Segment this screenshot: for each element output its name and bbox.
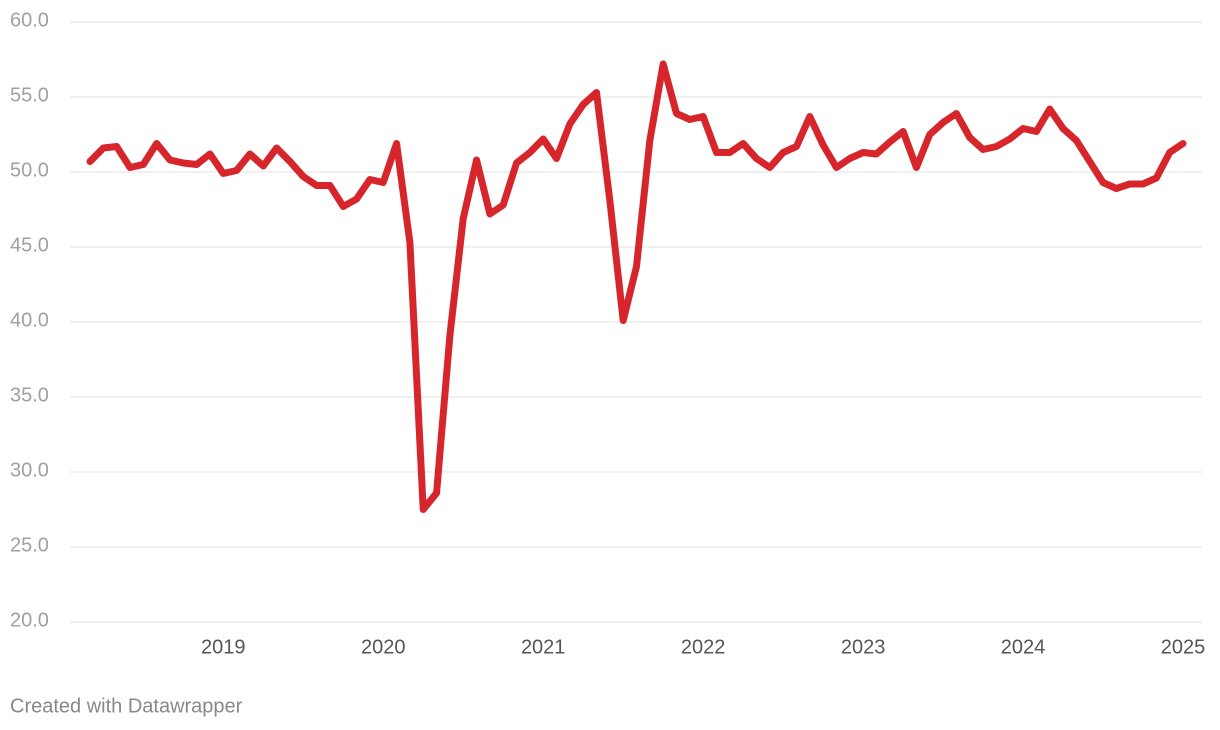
x-tick-label: 2021 xyxy=(521,636,566,658)
x-tick-label: 2024 xyxy=(1001,636,1046,658)
x-tick-label: 2025 xyxy=(1161,636,1206,658)
y-tick-label: 25.0 xyxy=(10,534,49,556)
y-tick-label: 40.0 xyxy=(10,309,49,331)
x-tick-label: 2023 xyxy=(841,636,886,658)
grid: 20.0 25.0 30.0 35.0 40.0 45.0 50.0 55.0 60.0 2019… xyxy=(10,9,1205,658)
y-tick-label: 60.0 xyxy=(10,9,49,31)
line xyxy=(86,60,1187,513)
x-tick-label: 2020 xyxy=(361,636,406,658)
y-tick-label: 50.0 xyxy=(10,159,49,181)
footer: Created with Datawrapper xyxy=(10,695,243,717)
y-tick-label: 20.0 xyxy=(10,609,49,631)
y-tick-label: 35.0 xyxy=(10,384,49,406)
plot xyxy=(86,60,1187,513)
y-tick-label: 55.0 xyxy=(10,84,49,106)
x-tick-label: 2022 xyxy=(681,636,726,658)
x-tick-label: 2019 xyxy=(201,636,246,658)
y-tick-label: 30.0 xyxy=(10,459,49,481)
y-tick-label: 45.0 xyxy=(10,234,49,256)
